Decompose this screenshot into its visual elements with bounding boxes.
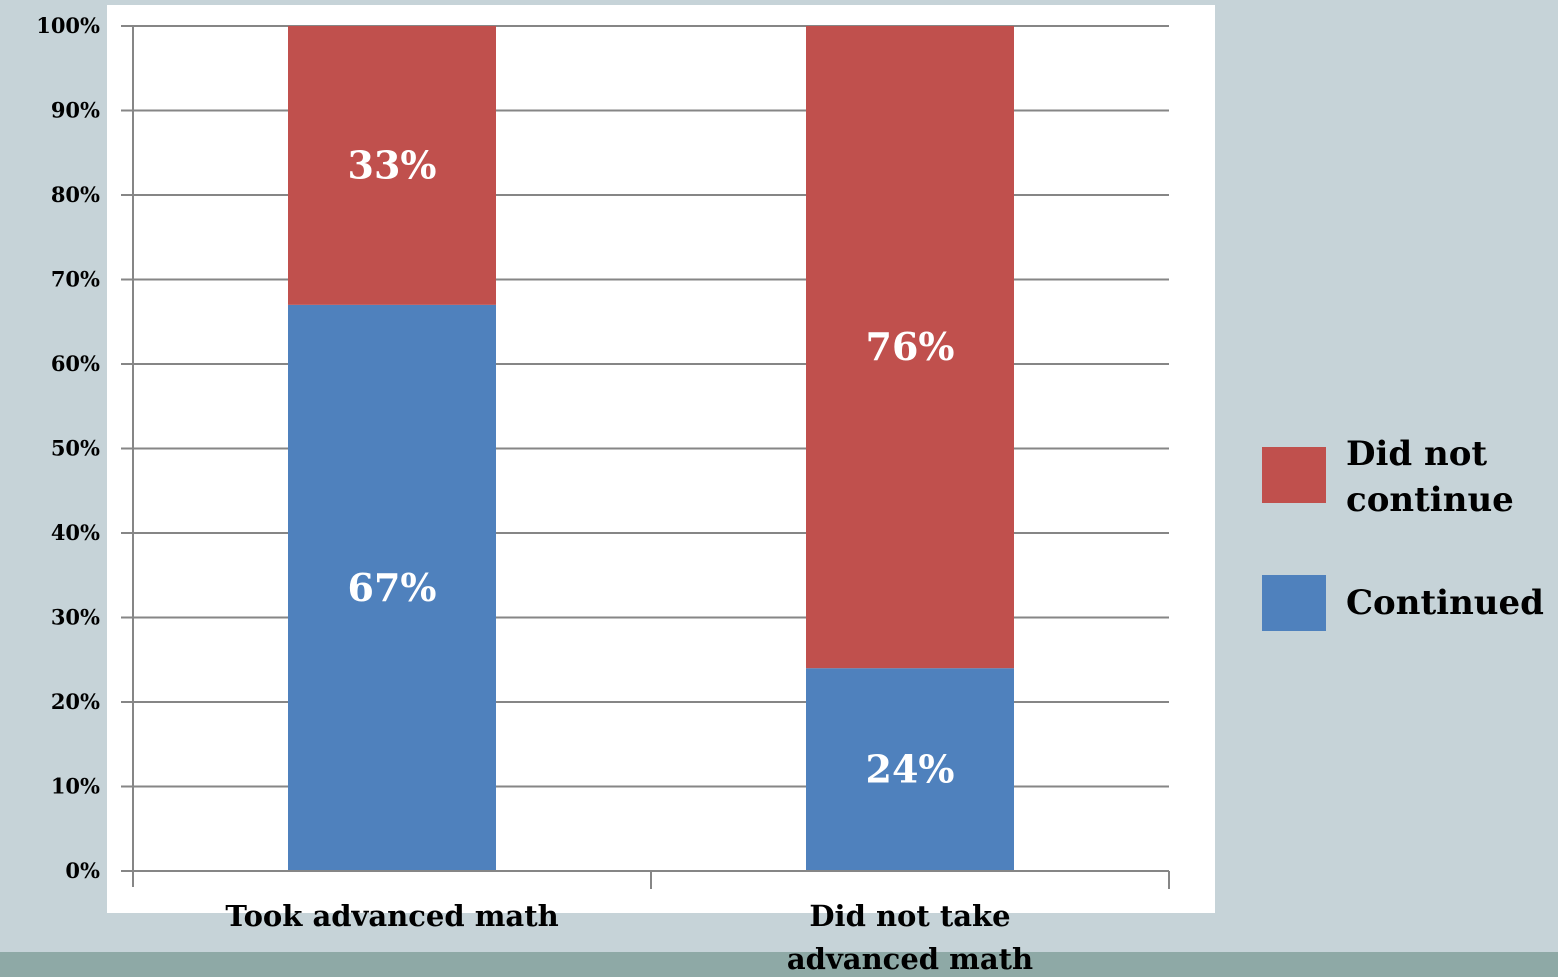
axes <box>132 26 1170 889</box>
y-tick-label: 30% <box>51 605 100 630</box>
x-category-label: Did not take <box>809 899 1010 933</box>
y-tick-label: 100% <box>36 13 100 38</box>
legend: Did not continue Continued <box>1262 434 1544 631</box>
y-tick-label: 20% <box>51 689 100 714</box>
plot-area <box>107 5 1215 913</box>
bar-segment <box>806 26 1014 669</box>
x-axis-category-labels: Took advanced math Did not take advanced m… <box>225 899 1033 976</box>
y-tick-label: 0% <box>65 858 100 883</box>
y-tick-label: 70% <box>51 267 100 292</box>
footer-band <box>0 952 1558 977</box>
y-tick-label: 40% <box>51 520 100 545</box>
y-tick-label: 60% <box>51 351 100 376</box>
bars <box>288 26 1014 872</box>
legend-label: Continued <box>1346 583 1544 623</box>
legend-swatch <box>1262 447 1326 503</box>
y-axis-tick-labels: 0% 10% 20% 30% 40% 50% 60% 70% 80% 90% 100% <box>36 13 100 883</box>
bar-segment <box>288 304 496 872</box>
legend-swatch <box>1262 575 1326 631</box>
y-tick-label: 50% <box>51 436 100 461</box>
legend-label: Did not <box>1346 434 1487 474</box>
data-label: 24% <box>866 747 955 792</box>
bar-segment <box>288 26 496 305</box>
data-label: 67% <box>348 565 437 610</box>
bar-segment <box>806 668 1014 871</box>
y-tick-label: 80% <box>51 182 100 207</box>
data-label: 33% <box>348 142 437 187</box>
data-labels: 67% 33% 24% 76% <box>348 142 955 791</box>
data-label: 76% <box>866 324 955 369</box>
legend-label: continue <box>1346 480 1514 520</box>
y-tick-label: 10% <box>51 774 100 799</box>
x-category-label: advanced math <box>787 942 1033 976</box>
y-tick-label: 90% <box>51 98 100 123</box>
x-category-label: Took advanced math <box>225 899 558 933</box>
